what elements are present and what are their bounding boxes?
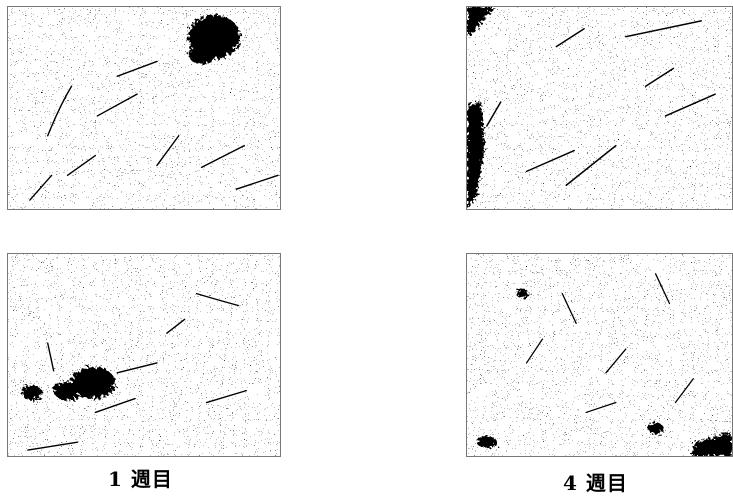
caption-week-1: 1 週目 [108, 467, 173, 491]
dark-cluster [188, 14, 241, 65]
fiber-lines [486, 20, 716, 186]
dark-bottom-edge [691, 432, 732, 456]
micrograph-week4-upper [466, 6, 733, 210]
dark-spot [516, 288, 529, 299]
dark-spot [647, 422, 664, 435]
fiber-lines [29, 60, 279, 201]
micrograph-week4-lower [466, 253, 733, 457]
micrograph-week1-upper [7, 6, 281, 210]
dark-edge-left [467, 101, 485, 209]
dark-spot [476, 436, 497, 449]
micrograph-week1-lower [7, 253, 281, 457]
fiber-lines [27, 292, 247, 451]
caption-week-4: 4 週目 [563, 471, 628, 495]
fiber-lines [525, 273, 694, 414]
dark-cluster [21, 366, 116, 401]
dark-corner-tl [467, 7, 495, 37]
